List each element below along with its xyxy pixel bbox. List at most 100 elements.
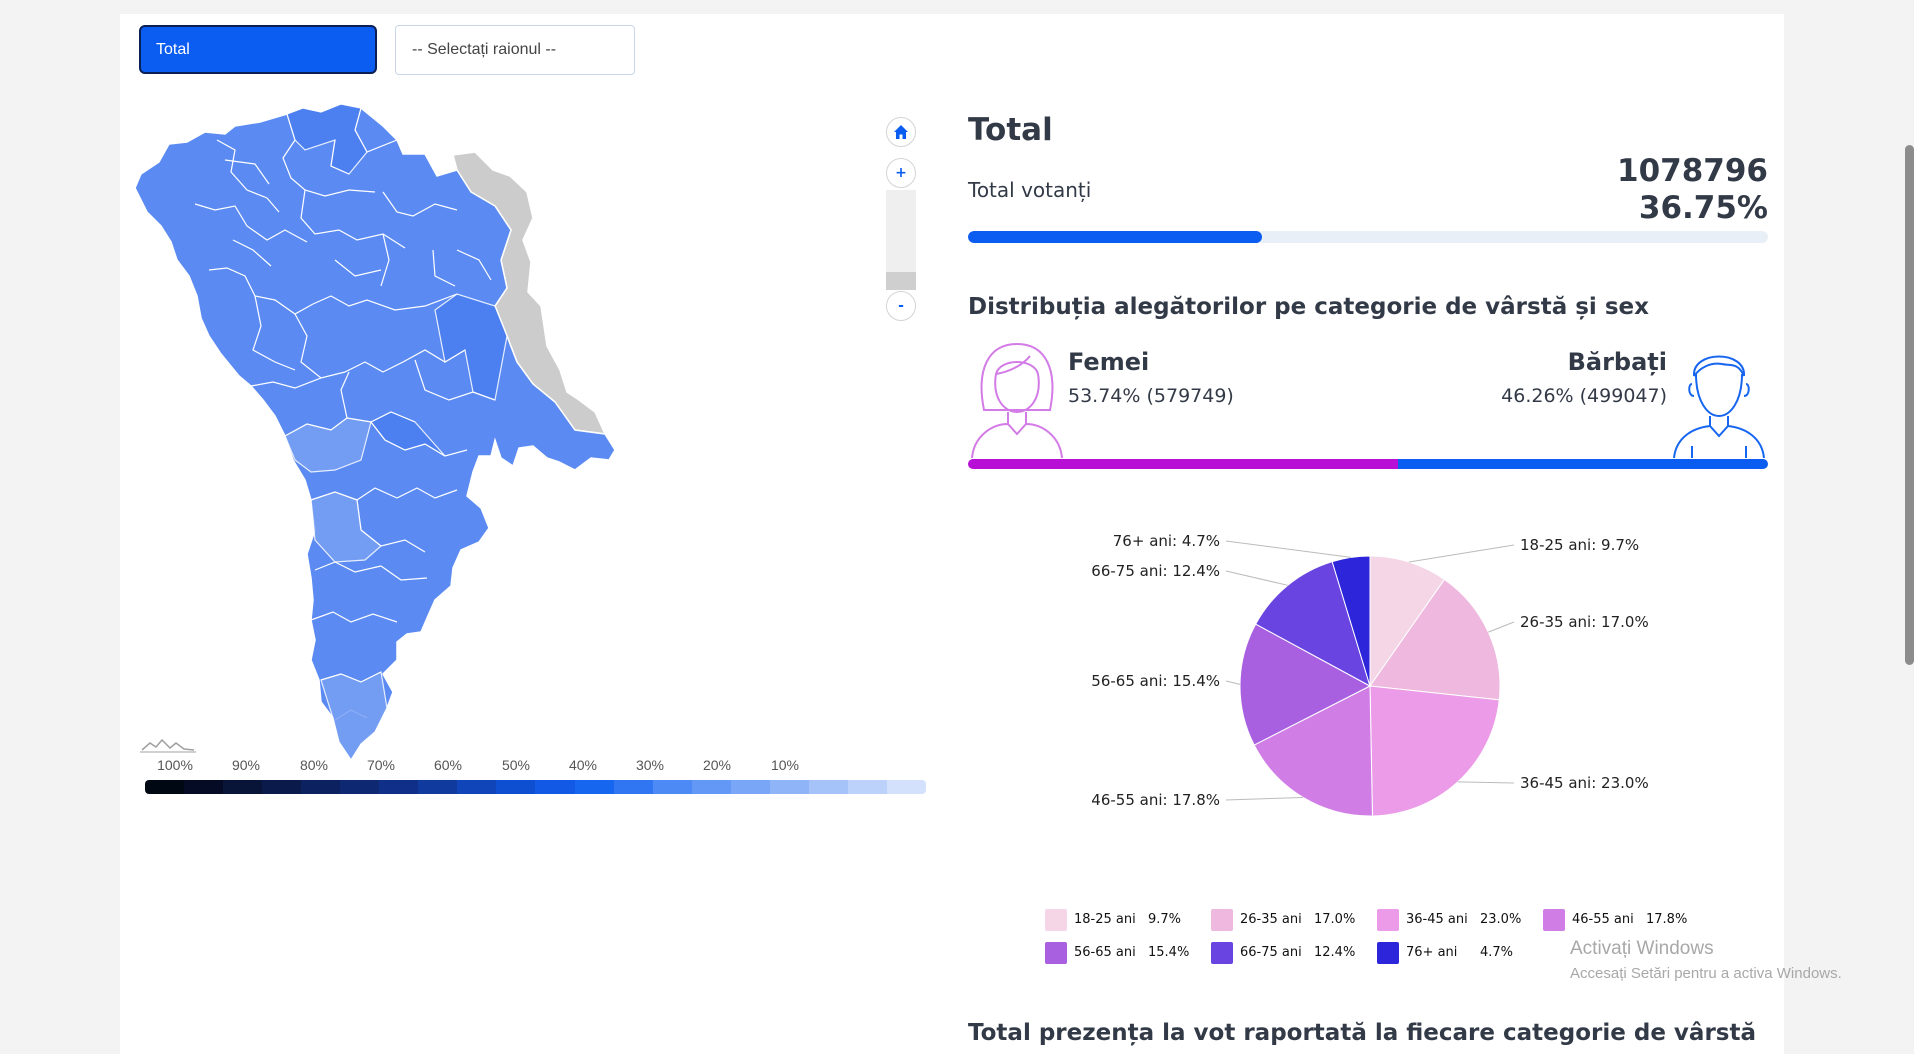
legend-swatch [1543,909,1565,931]
legend-percent: 4.7% [1480,945,1514,960]
home-button[interactable] [886,117,916,147]
voters-count: 1078796 [1617,153,1768,189]
pie-leader-line [1225,570,1288,586]
men-bar-segment [1397,459,1768,469]
legend-percent: 23.0% [1480,912,1522,927]
legend-swatch [1211,942,1233,964]
age-legend-item[interactable]: 76+ ani 4.7% [1377,941,1537,965]
district-border [224,159,270,185]
moldova-territory[interactable] [134,103,616,762]
map-legend-labels: 100% 90% 80% 70% 60% 50% 40% 30% 20% 10% [145,757,930,775]
map-scale-step [145,780,185,794]
map-scale-step [496,780,536,794]
district-border [312,293,458,311]
pie-leader-line [1488,621,1515,633]
total-button[interactable]: Total [139,25,377,74]
district-area[interactable] [434,293,508,401]
man-avatar-icon [1673,355,1765,459]
map-scale-step [847,780,887,794]
pie-data-label: 18-25 ani: 9.7% [1520,536,1639,554]
home-icon [894,125,908,139]
legend-percent: 17.0% [1314,912,1356,927]
map-scale-step [574,780,614,794]
district-border [396,487,458,499]
page-scrollbar[interactable] [1905,145,1914,665]
map-scale-step [340,780,380,794]
legend-swatch [1211,909,1233,931]
pie-leader-line [1225,680,1241,685]
age-legend: 18-25 ani 9.7% 26-35 ani 17.0% 36-45 ani 23.0… [1045,908,1687,973]
district-border [340,371,350,419]
age-legend-item[interactable]: 56-65 ani 15.4% [1045,941,1205,965]
page-title: Total [968,112,1053,148]
zoom-out-button[interactable]: - [886,291,916,321]
pie-slice[interactable] [1369,555,1446,688]
windows-activation-title: Activați Windows [1570,938,1714,959]
legend-category: 76+ ani [1406,945,1458,960]
map-svg[interactable] [134,100,955,820]
pie-leader-line [1408,544,1515,563]
legend-category: 66-75 ani [1240,945,1302,960]
moldova-map[interactable] [134,100,955,820]
zoom-in-button[interactable]: + [886,158,916,188]
district-border [456,249,492,281]
district-border [432,249,456,287]
age-legend-item[interactable]: 66-75 ani 12.4% [1211,941,1371,965]
map-legend-label: 80% [299,757,329,773]
pie-slice[interactable] [1369,578,1501,701]
map-scale-step [301,780,341,794]
district-area[interactable] [286,103,368,175]
legend-swatch [1377,942,1399,964]
district-border [232,239,272,267]
district-border [252,295,296,371]
age-legend-item[interactable]: 46-55 ani 17.8% [1543,908,1703,932]
map-legend-label: 40% [568,757,598,773]
map-legend-label: 50% [501,757,531,773]
pie-data-label: 56-65 ani: 15.4% [1091,672,1220,690]
district-borders [194,103,508,762]
pie-slice[interactable] [1331,555,1371,687]
district-area[interactable] [320,671,388,762]
map-scale-step [730,780,770,794]
district-area[interactable] [310,491,382,563]
pie-data-label: 36-45 ani: 23.0% [1520,774,1649,792]
men-label: Bărbați [1567,348,1667,376]
pie-leader-line [1225,796,1304,801]
turnout-progress-fill [968,231,1262,243]
zoom-slider-handle[interactable] [886,272,916,290]
district-border [216,139,280,213]
turnout-progress-bar [968,231,1768,243]
pie-data-label: 76+ ani: 4.7% [1113,532,1220,550]
map-scale-step [886,780,926,794]
distribution-heading: Distribuția alegătorilor pe categorie de… [968,294,1649,320]
map-legend-label: 20% [702,757,732,773]
age-legend-item[interactable]: 36-45 ani 23.0% [1377,908,1537,932]
legend-percent: 15.4% [1148,945,1190,960]
district-area[interactable] [284,417,372,473]
map-scale-step [223,780,263,794]
women-label: Femei [1068,348,1150,376]
map-legend-label: 10% [770,757,800,773]
voters-percent: 36.75% [1638,190,1768,226]
age-pie-chart[interactable]: 18-25 ani: 9.7% 26-35 ani: 17.0% 36-45 ani… [1080,520,1680,840]
age-legend-item[interactable]: 26-35 ani 17.0% [1211,908,1371,932]
mini-overview-icon [140,738,196,753]
pie-slice[interactable] [1369,685,1500,817]
legend-category: 18-25 ani [1074,912,1136,927]
map-legend-label: 30% [635,757,665,773]
map-scale-step [652,780,692,794]
pie-leader-line [1225,540,1351,558]
district-border [194,203,308,243]
district-border [250,377,322,389]
district-border [294,313,346,379]
voters-label: Total votanți [968,178,1092,202]
district-area[interactable] [370,411,446,457]
raion-select[interactable]: -- Selectați raionul -- [395,25,635,75]
windows-activation-subtitle: Accesați Setări pentru a activa Windows. [1570,965,1842,982]
pie-leader-line [1457,781,1515,784]
age-legend-item[interactable]: 18-25 ani 9.7% [1045,908,1205,932]
map-scale-step [613,780,653,794]
district-border [380,233,390,287]
women-bar-segment [968,459,1398,469]
district-border [334,259,382,277]
